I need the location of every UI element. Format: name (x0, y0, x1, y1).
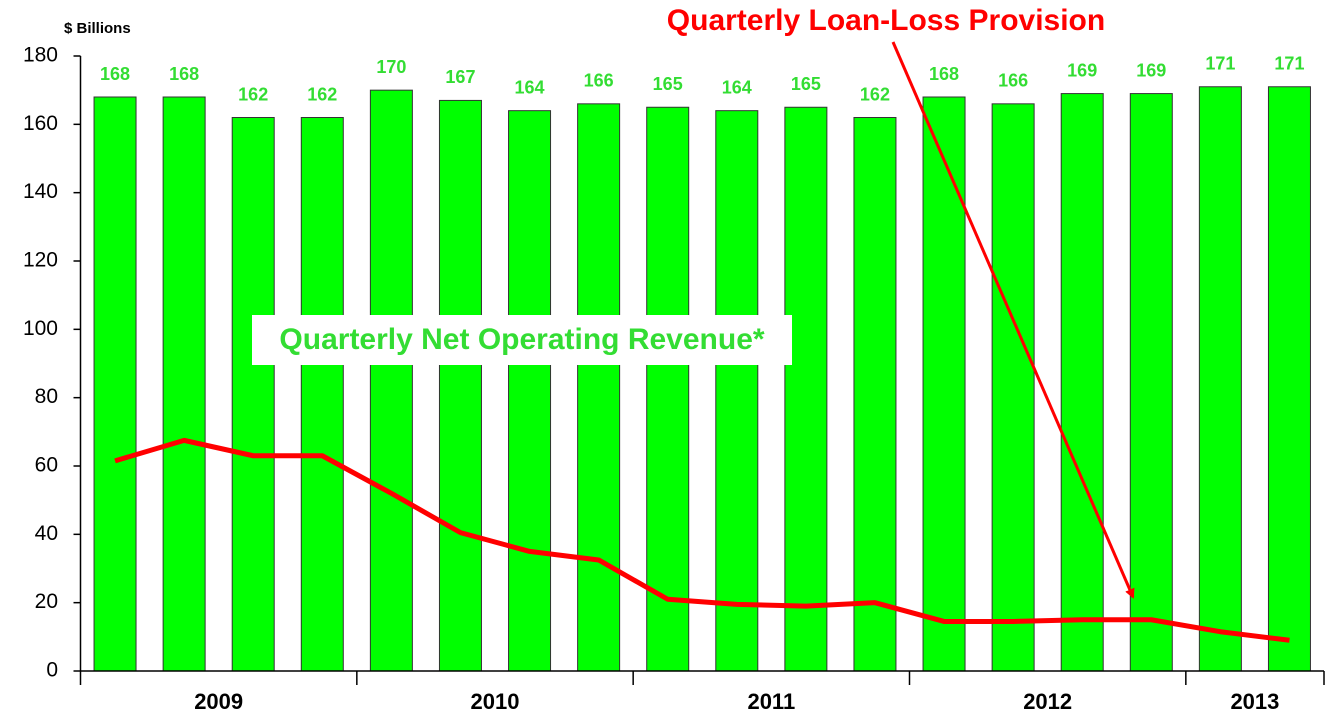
bar (1198, 86, 1242, 672)
series-label: Quarterly Net Operating Revenue* (279, 323, 764, 356)
y-tick-label: 0 (46, 659, 58, 682)
value-label: 165 (653, 74, 683, 94)
value-label: 162 (307, 84, 337, 104)
line (114, 437, 1290, 643)
value-label: 171 (1205, 54, 1235, 74)
y-axis-label: $ Billions (64, 20, 131, 37)
x-group-label: 2012 (1023, 689, 1072, 714)
value-label: 169 (1136, 60, 1166, 80)
x-group-label: 2010 (471, 689, 520, 714)
label-background (252, 315, 792, 365)
y-tick-label: 180 (23, 44, 58, 67)
value-label: 162 (238, 84, 268, 104)
bar (162, 96, 206, 672)
bar (1060, 93, 1104, 672)
bar (991, 103, 1035, 672)
value-label: 166 (998, 71, 1028, 91)
x-group-label: 2009 (194, 689, 243, 714)
value-label: 171 (1274, 54, 1304, 74)
y-tick-label: 140 (23, 180, 58, 203)
bar (646, 106, 690, 672)
value-label: 162 (860, 84, 890, 104)
value-label: 168 (929, 64, 959, 84)
bar (853, 117, 897, 672)
y-tick-label: 120 (23, 249, 58, 272)
bar (438, 99, 482, 672)
x-group-label: 2011 (747, 689, 795, 714)
bar (784, 106, 828, 672)
value-label: 164 (515, 77, 545, 97)
y-tick-label: 160 (23, 112, 58, 135)
value-label: 168 (100, 64, 130, 84)
series-label: Quarterly Loan-Loss Provision (667, 4, 1105, 37)
bar (508, 110, 552, 672)
value-label: 166 (584, 71, 614, 91)
value-label: 170 (376, 57, 406, 77)
bar (1129, 93, 1173, 672)
bar (715, 110, 759, 672)
value-label: 168 (169, 64, 199, 84)
bar (1267, 86, 1311, 672)
value-label: 167 (445, 67, 475, 87)
y-tick-label: 40 (35, 522, 58, 545)
bar (93, 96, 137, 672)
value-label: 165 (791, 74, 821, 94)
y-tick-label: 100 (23, 317, 58, 340)
value-label: 169 (1067, 60, 1097, 80)
bar (922, 96, 966, 672)
y-tick-label: 20 (35, 590, 58, 613)
bar (231, 117, 275, 672)
y-tick-label: 60 (35, 454, 58, 477)
annotation-arrow (891, 41, 1135, 599)
bar (577, 103, 621, 672)
plot-area: 0 20 40 60 80 100 120 140 160 180 168 168 162 162 170 1… (23, 4, 1325, 714)
bar (300, 117, 344, 672)
x-group-label: 2013 (1230, 689, 1279, 714)
y-tick-label: 80 (35, 385, 58, 408)
value-label: 164 (722, 77, 752, 97)
bar (369, 89, 413, 672)
